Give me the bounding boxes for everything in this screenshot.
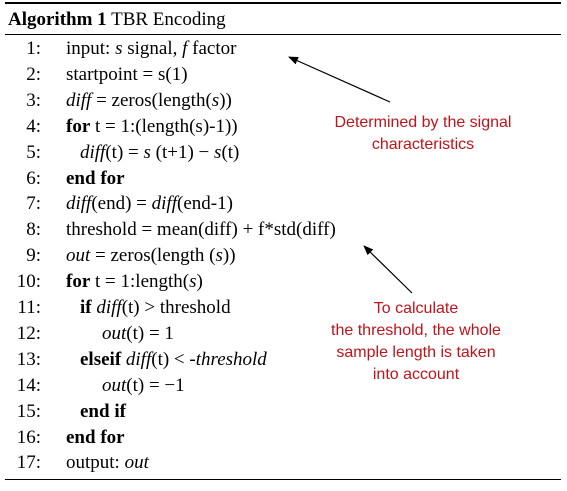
line-code: out(t) = −1 (102, 375, 185, 397)
code-token: ) (196, 271, 203, 293)
code-token: (t) = −1 (126, 374, 185, 396)
code-token: (t) = 1 (126, 322, 174, 344)
keyword: end if (80, 400, 126, 422)
title-rule (5, 34, 561, 35)
annotation-threshold-note: To calculate the threshold, the whole sa… (316, 298, 516, 386)
line-code: if diff(t) > threshold (80, 297, 231, 319)
code-token: (t) = (105, 141, 144, 163)
annotation-line: sample length is taken (336, 344, 496, 361)
keyword: end for (66, 167, 125, 189)
code-token: diff (66, 89, 92, 111)
code-token: )) (222, 245, 236, 267)
keyword: elseif (80, 348, 122, 370)
code-token: (t+1) − (150, 141, 215, 163)
line-number: 6: (26, 167, 41, 189)
annotation-line: characteristics (371, 136, 475, 153)
line-number: 1: (26, 38, 41, 59)
line-number: 12: (16, 322, 41, 344)
annotation-line: the threshold, the whole (331, 322, 501, 339)
line-code: diff(t) = s (t+1) − s(t) (80, 142, 239, 164)
code-token: out (66, 245, 91, 267)
code-token: = zeros(length( (91, 89, 212, 111)
line-code: for t = 1:(length(s)-1)) (66, 116, 238, 138)
keyword: for (66, 115, 91, 137)
code-token: diff (125, 348, 152, 370)
code-token: s (215, 245, 223, 267)
code-token: input: (66, 38, 116, 59)
line-number: 15: (16, 400, 41, 422)
line-number: 13: (16, 348, 41, 370)
annotation-line: into account (372, 366, 460, 383)
code-token: s (211, 89, 220, 111)
line-code: output: out (66, 452, 149, 474)
top-rule (5, 2, 561, 4)
code-token: diff (96, 297, 122, 318)
code-token: out (102, 322, 127, 344)
code-token: diff (80, 141, 106, 163)
code-token: s (189, 271, 197, 293)
line-code: for t = 1:length(s) (66, 271, 203, 293)
line-code: out = zeros(length (s)) (66, 245, 236, 267)
code-token: out (102, 374, 127, 396)
line-number: 17: (16, 452, 41, 474)
code-token: output: (66, 452, 125, 474)
line-number: 4: (26, 115, 41, 137)
line-code: end for (66, 427, 125, 449)
annotation-line: To calculate (373, 300, 459, 317)
line-number: 11: (17, 297, 41, 318)
code-token: diff (66, 193, 92, 215)
algorithm-name: TBR Encoding (111, 9, 226, 30)
code-token: (t) > threshold (121, 297, 231, 318)
code-token: f (182, 38, 188, 59)
bottom-rule (5, 479, 561, 480)
line-code: input: s signal, f factor (66, 38, 236, 60)
line-code: diff(end) = diff(end-1) (66, 193, 233, 215)
code-token: s (143, 141, 151, 163)
line-code: diff = zeros(length(s)) (66, 90, 232, 112)
code-token: -threshold (189, 348, 267, 370)
line-code: startpoint = s(1) (66, 64, 188, 86)
line-number: 3: (26, 89, 41, 111)
line-code: end for (66, 168, 125, 190)
line-number: 8: (26, 219, 41, 241)
code-token: s (214, 141, 222, 163)
code-token: (t) < (151, 348, 190, 370)
code-token: s (115, 38, 123, 59)
code-token: diff (151, 193, 177, 215)
keyword: end for (66, 426, 125, 448)
line-number: 2: (26, 63, 41, 85)
code-token: (end) = (91, 193, 152, 215)
arrow-to-input-line (288, 56, 391, 103)
code-token: (t) (221, 141, 240, 163)
code-token: factor (187, 38, 237, 59)
algorithm-title: Algorithm 1 TBR Encoding (8, 9, 226, 31)
annotation-signal-note: Determined by the signal characteristics (318, 112, 528, 156)
code-token: threshold = mean(diff) + f*std(diff) (66, 219, 336, 241)
arrow-to-threshold-line (363, 245, 413, 294)
code-token: signal, (122, 38, 183, 59)
line-code: end if (80, 401, 126, 423)
line-number: 16: (16, 426, 41, 448)
code-token: )) (219, 89, 232, 111)
code-token: (end-1) (177, 193, 233, 215)
keyword: for (66, 271, 91, 293)
line-number: 7: (26, 193, 41, 215)
code-token: = zeros(length ( (90, 245, 216, 267)
line-number: 9: (26, 245, 41, 267)
keyword: if (80, 297, 92, 318)
code-token: out (124, 452, 149, 474)
code-token: startpoint = s(1) (66, 63, 188, 85)
line-number: 14: (16, 374, 41, 396)
code-token: t = 1:length( (90, 271, 190, 293)
line-number: 10: (16, 271, 41, 293)
line-code: threshold = mean(diff) + f*std(diff) (66, 219, 336, 241)
line-number: 5: (26, 141, 41, 163)
algorithm-label: Algorithm 1 (8, 9, 107, 30)
line-code: elseif diff(t) < -threshold (80, 349, 267, 371)
line-code: out(t) = 1 (102, 323, 174, 345)
code-token: t = 1:(length(s)-1)) (90, 115, 238, 137)
annotation-line: Determined by the signal (334, 114, 512, 131)
